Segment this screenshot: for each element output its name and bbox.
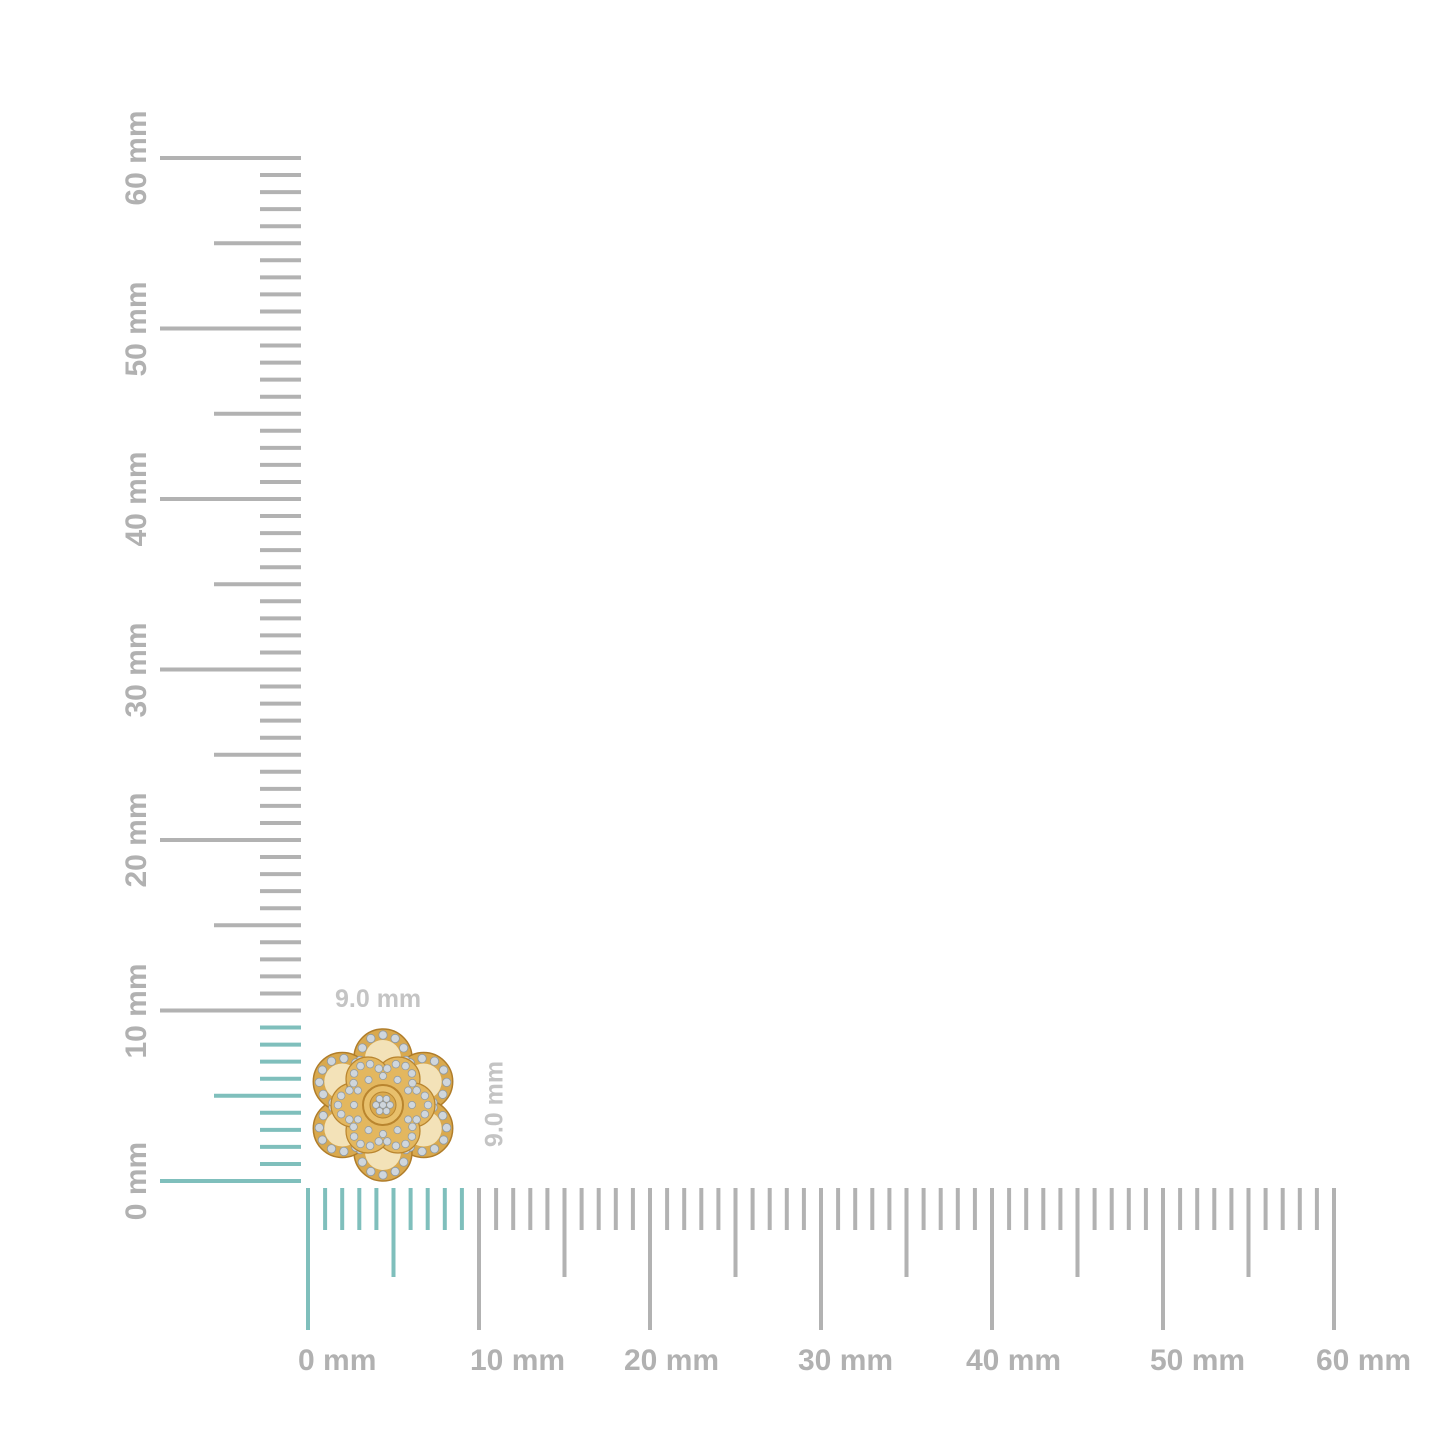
diamond bbox=[357, 1043, 367, 1053]
diamond bbox=[393, 1075, 402, 1084]
diamond bbox=[382, 1095, 391, 1103]
diamond bbox=[317, 1135, 327, 1145]
width-dimension-label: 9.0 mm bbox=[335, 985, 422, 1013]
horizontal-label-50: 50 mm bbox=[1150, 1344, 1246, 1377]
diamond bbox=[391, 1060, 401, 1069]
diamond bbox=[429, 1144, 440, 1154]
diamond bbox=[423, 1100, 433, 1110]
horizontal-label-10: 10 mm bbox=[470, 1344, 566, 1377]
vertical-label-50: 50 mm bbox=[120, 280, 153, 377]
diamond bbox=[407, 1069, 417, 1078]
diamond bbox=[356, 1061, 365, 1071]
diamond bbox=[364, 1075, 373, 1084]
diamond bbox=[420, 1110, 429, 1119]
diamond bbox=[429, 1056, 440, 1066]
diamond bbox=[339, 1146, 349, 1157]
diamond bbox=[393, 1126, 402, 1135]
diamond bbox=[356, 1139, 365, 1149]
diamond bbox=[408, 1122, 417, 1131]
diamond bbox=[438, 1111, 448, 1121]
diamond bbox=[386, 1101, 394, 1109]
diamond bbox=[420, 1091, 429, 1100]
diamond bbox=[349, 1132, 359, 1141]
diamond bbox=[374, 1137, 383, 1146]
vertical-label-20: 20 mm bbox=[120, 792, 153, 888]
diamond bbox=[318, 1111, 328, 1121]
diamond bbox=[364, 1126, 373, 1135]
diamond bbox=[345, 1115, 354, 1124]
diamond bbox=[399, 1157, 409, 1167]
diamond bbox=[353, 1086, 362, 1095]
diamond bbox=[375, 1107, 384, 1115]
vertical-label-60: 60 mm bbox=[120, 110, 153, 206]
diamond bbox=[412, 1115, 421, 1124]
diamond bbox=[438, 1089, 448, 1099]
diamond bbox=[412, 1086, 421, 1095]
diamond bbox=[337, 1091, 346, 1100]
diamond bbox=[417, 1053, 427, 1064]
diamond bbox=[378, 1170, 388, 1180]
horizontal-label-0: 0 mm bbox=[298, 1344, 377, 1377]
diamond bbox=[379, 1072, 387, 1080]
diamond bbox=[345, 1086, 354, 1095]
diamond bbox=[314, 1123, 324, 1133]
diamond bbox=[339, 1053, 349, 1064]
diamond bbox=[326, 1144, 337, 1154]
diamond bbox=[349, 1122, 358, 1131]
diamond bbox=[407, 1132, 417, 1141]
diamond bbox=[353, 1115, 362, 1124]
diamond bbox=[439, 1135, 449, 1145]
vertical-label-0: 0 mm bbox=[120, 1141, 153, 1221]
diamond bbox=[408, 1101, 416, 1109]
diamond bbox=[401, 1061, 410, 1071]
diamond bbox=[317, 1065, 327, 1075]
diamond bbox=[439, 1065, 449, 1075]
vertical-label-40: 40 mm bbox=[120, 451, 153, 547]
diamond bbox=[391, 1141, 401, 1150]
diamond bbox=[349, 1079, 358, 1088]
flower-earring-image bbox=[312, 1028, 454, 1182]
diamond bbox=[379, 1130, 387, 1138]
diamond bbox=[404, 1086, 413, 1095]
diamond bbox=[442, 1123, 452, 1133]
diamond bbox=[378, 1030, 388, 1040]
diamond bbox=[326, 1056, 337, 1066]
diamond bbox=[379, 1101, 387, 1109]
diamond bbox=[417, 1146, 427, 1157]
diamond bbox=[383, 1064, 392, 1073]
vertical-label-30: 30 mm bbox=[120, 621, 153, 718]
horizontal-label-40: 40 mm bbox=[966, 1344, 1062, 1377]
diamond bbox=[390, 1166, 400, 1177]
vertical-label-10: 10 mm bbox=[120, 962, 153, 1059]
horizontal-label-60: 60 mm bbox=[1316, 1344, 1412, 1377]
height-dimension-label: 9.0 mm bbox=[480, 1060, 509, 1148]
diamond bbox=[408, 1079, 417, 1088]
diamond bbox=[366, 1166, 376, 1177]
diamond bbox=[314, 1077, 324, 1087]
diamond bbox=[337, 1110, 346, 1119]
diamond bbox=[318, 1089, 328, 1099]
diamond bbox=[365, 1141, 375, 1150]
diamond bbox=[333, 1100, 343, 1110]
diamond bbox=[383, 1137, 392, 1146]
diamond bbox=[374, 1064, 383, 1073]
diamond bbox=[375, 1095, 384, 1103]
diamond bbox=[357, 1157, 367, 1167]
horizontal-label-20: 20 mm bbox=[624, 1344, 720, 1377]
diamond bbox=[372, 1101, 380, 1109]
diamond bbox=[382, 1107, 391, 1115]
diamond bbox=[399, 1043, 409, 1053]
diamond bbox=[365, 1060, 375, 1069]
diamond bbox=[404, 1115, 413, 1124]
diamond bbox=[366, 1033, 376, 1044]
diamond bbox=[442, 1077, 452, 1087]
horizontal-label-30: 30 mm bbox=[798, 1344, 894, 1377]
diamond bbox=[349, 1069, 359, 1078]
diamond bbox=[401, 1139, 410, 1149]
diamond bbox=[390, 1033, 400, 1044]
diamond bbox=[350, 1101, 358, 1109]
